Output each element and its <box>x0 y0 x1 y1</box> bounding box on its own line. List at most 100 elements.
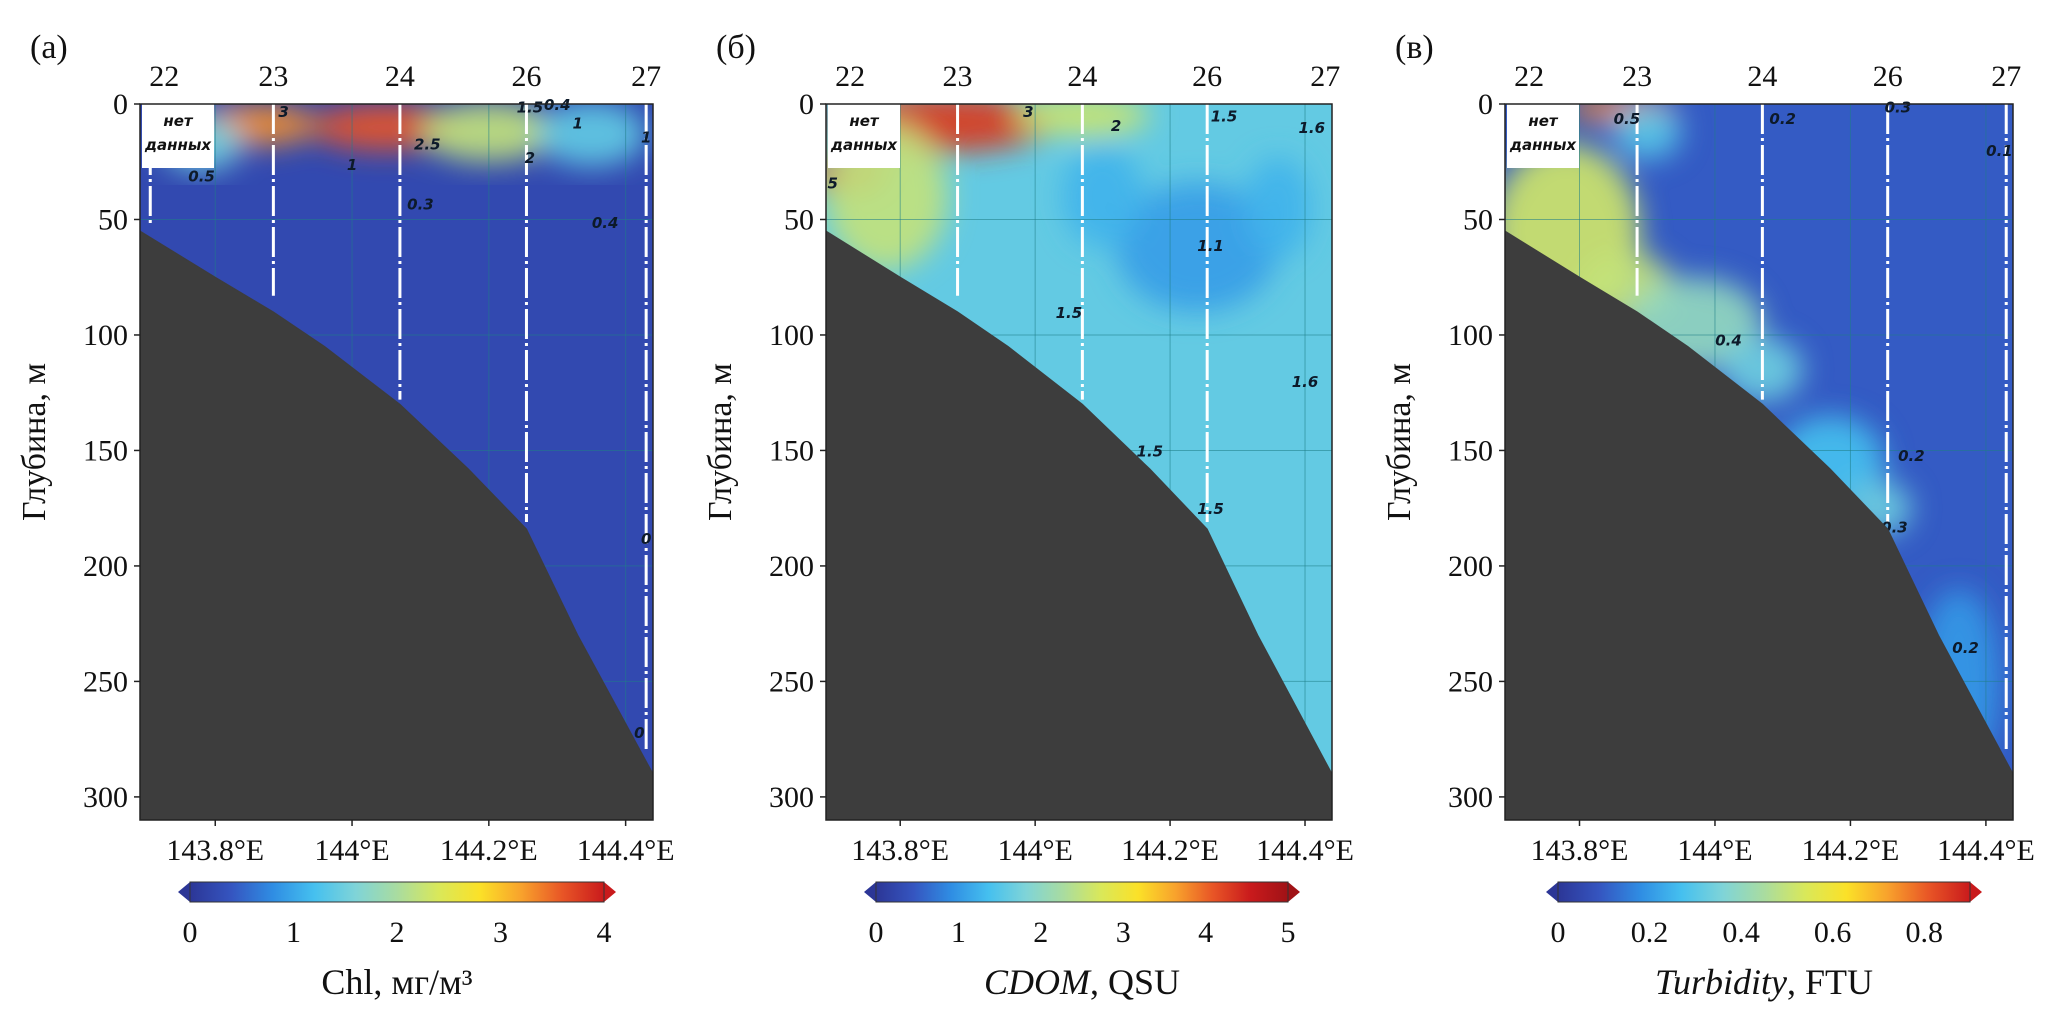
colorbar-max-arrow <box>604 882 616 902</box>
station-number-23: 23 <box>258 60 288 93</box>
colorbar-tick-label-4: 0.6 <box>1814 916 1852 949</box>
colorbar-max-arrow <box>1970 882 1982 902</box>
y-tick-label-2: 50 <box>98 203 128 236</box>
colorbar-tick-label-1: 0 <box>869 916 884 949</box>
x-tick-label-3: 144.2°E <box>1802 834 1900 867</box>
station-number-22: 22 <box>1514 60 1544 93</box>
contour-label-9: 1.6 <box>1292 373 1319 391</box>
contour-label-4: 0.1 <box>1986 142 2013 160</box>
contour-label-9: 1 <box>641 128 651 146</box>
colorbar-tick-label-3: 2 <box>1033 916 1048 949</box>
y-tick-label-7: 300 <box>769 781 814 814</box>
y-tick-label-3: 100 <box>769 319 814 352</box>
colorbar-min-arrow <box>864 882 876 902</box>
contour-label-4: 0.5 <box>188 168 215 186</box>
colorbar-min-arrow <box>178 882 190 902</box>
plot-frame <box>139 103 654 821</box>
contour-label-5: 2 <box>525 149 535 167</box>
station-number-24: 24 <box>385 60 415 93</box>
contour-label-2: 2.5 <box>414 135 441 153</box>
nodata-background <box>142 104 214 168</box>
contour-label-6: 1 <box>573 114 583 132</box>
x-tick-label-3: 144.2°E <box>440 834 538 867</box>
x-tick-label-1: 143.8°E <box>851 834 949 867</box>
x-tick-label-1: 143.8°E <box>166 834 264 867</box>
colorbar-tick-label-5: 0.8 <box>1905 916 1943 949</box>
plot-frame <box>1504 103 2014 821</box>
station-number-22: 22 <box>149 60 179 93</box>
colorbar-tick-label-3: 2 <box>390 916 405 949</box>
colorbar-label: Turbidity, FTU <box>1655 962 1873 1002</box>
field-blob-9 <box>1613 104 1682 160</box>
x-tick-label-1: 143.8°E <box>1531 834 1629 867</box>
nodata-line-1: нет <box>163 112 194 130</box>
colorbar-ramp <box>190 882 604 902</box>
nodata-line-1: нет <box>1528 112 1559 130</box>
field-blob-4 <box>536 104 647 167</box>
contour-label-5: 1.6 <box>1298 119 1325 137</box>
colorbar-tick-label-6: 5 <box>1281 916 1296 949</box>
colorbar-tick-label-4: 3 <box>1116 916 1131 949</box>
contour-label-8: 1.5 <box>1056 304 1083 322</box>
x-tick-label-4: 144.4°E <box>1256 834 1354 867</box>
nodata-box: нет данных <box>142 104 214 168</box>
y-tick-label-6: 250 <box>769 665 814 698</box>
contour-label-3: 1 <box>347 156 357 174</box>
x-tick-label-2: 144°E <box>314 834 389 867</box>
y-tick-label-7: 300 <box>1448 781 1493 814</box>
colorbar-tick-label-2: 0.2 <box>1631 916 1669 949</box>
contour-label-11: 0.4 <box>592 214 619 232</box>
y-tick-label-2: 50 <box>1463 203 1493 236</box>
nodata-box: нет данных <box>1507 104 1579 168</box>
plot-frame <box>825 103 1333 821</box>
y-axis-label: Глубина, м <box>1381 363 1418 521</box>
x-tick-label-2: 144°E <box>997 834 1072 867</box>
colorbar-tick-label-1: 0 <box>183 916 198 949</box>
y-axis-label: Глубина, м <box>702 363 739 521</box>
y-tick-label-3: 100 <box>1448 319 1493 352</box>
colorbar-label-variable: CDOM <box>984 962 1092 1002</box>
nodata-line-2: данных <box>830 136 899 154</box>
colorbar-frame <box>1557 881 1971 903</box>
station-number-22: 22 <box>835 60 865 93</box>
colorbar-min-arrow <box>1546 882 1558 902</box>
contour-label-3: 2 <box>1111 117 1121 135</box>
y-tick-label-3: 100 <box>83 319 128 352</box>
contour-label-10: 0.3 <box>407 195 434 213</box>
contour-label-2: 0.2 <box>1769 110 1796 128</box>
colorbar-tick-label-2: 1 <box>286 916 301 949</box>
station-number-27: 27 <box>631 60 661 93</box>
y-tick-label-4: 150 <box>769 434 814 467</box>
colorbar-label-unit: , FTU <box>1787 962 1873 1002</box>
chart-panel-2: 22232426274321.51.651.11.51.61.51.51.6не… <box>702 29 1354 1002</box>
contour-label-7: 1.1 <box>1197 237 1224 255</box>
y-tick-label-5: 200 <box>83 550 128 583</box>
contour-label-5: 0.4 <box>1715 332 1742 350</box>
x-tick-label-4: 144.4°E <box>1937 834 2035 867</box>
colorbar-label: Chl, мг/м³ <box>321 962 472 1002</box>
colorbar-label-variable: Turbidity <box>1655 962 1787 1002</box>
y-tick-label-4: 150 <box>83 434 128 467</box>
y-tick-label-6: 250 <box>83 665 128 698</box>
field-blob-6 <box>1062 145 1144 248</box>
y-tick-label-5: 200 <box>769 550 814 583</box>
station-number-27: 27 <box>1991 60 2021 93</box>
y-tick-label-1: 0 <box>1478 88 1493 121</box>
colorbar-ramp <box>1558 882 1970 902</box>
y-axis-label: Глубина, м <box>16 363 53 521</box>
colorbar-ramp <box>876 882 1288 902</box>
y-tick-label-2: 50 <box>784 203 814 236</box>
field-blob-7 <box>1244 157 1312 259</box>
colorbar-tick-label-3: 0.4 <box>1722 916 1760 949</box>
colorbar: 0 1 2 3 4 Chl, мг/м³ <box>178 881 616 1002</box>
panel-letter: (в) <box>1395 29 1434 66</box>
x-tick-label-3: 144.2°E <box>1121 834 1219 867</box>
station-number-26: 26 <box>1873 60 1903 93</box>
colorbar-label: CDOM, QSU <box>984 962 1180 1002</box>
nodata-background <box>1507 104 1579 168</box>
y-tick-label-1: 0 <box>113 88 128 121</box>
contour-label-6: 5 <box>828 175 838 193</box>
contour-label-11: 1.5 <box>1197 500 1224 518</box>
